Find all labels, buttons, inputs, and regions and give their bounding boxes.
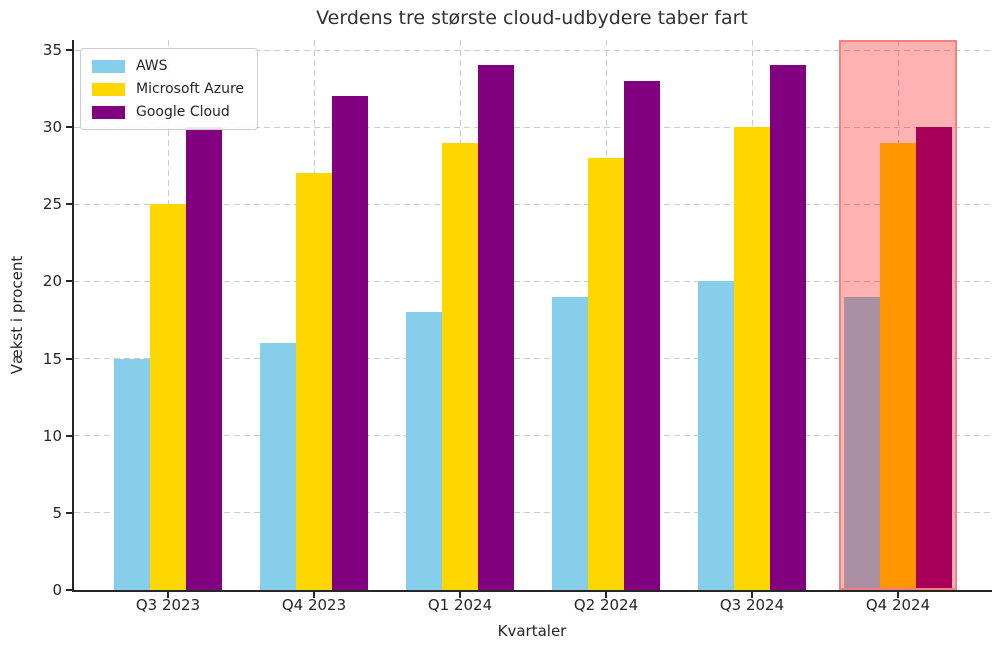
bar-microsoft-azure-q4-2024 xyxy=(880,142,916,590)
ytick-label-30: 30 xyxy=(42,118,62,137)
h-gridline-30 xyxy=(74,126,992,128)
legend-label-aws: AWS xyxy=(136,58,168,74)
ytick-label-20: 20 xyxy=(42,272,62,291)
xtick-mark-3 xyxy=(605,592,607,598)
google-swatch xyxy=(92,105,125,119)
bar-groups xyxy=(74,40,992,590)
bar-group-q1-2024 xyxy=(406,40,514,590)
bar-aws-q3-2023 xyxy=(114,358,150,590)
xtick-mark-0 xyxy=(167,592,169,598)
bar-group-q2-2024 xyxy=(552,40,660,590)
h-gridline-15 xyxy=(74,358,992,360)
bar-google-cloud-q3-2024 xyxy=(770,65,806,590)
ytick-label-25: 25 xyxy=(42,195,62,214)
q4-2024-highlight-rect xyxy=(839,40,957,590)
bar-group-q4-2024 xyxy=(844,40,952,590)
ytick-mark-35 xyxy=(66,49,72,52)
xtick-label-1: Q4 2023 xyxy=(281,596,347,614)
h-gridline-20 xyxy=(74,280,992,282)
ytick-label-35: 35 xyxy=(42,41,62,60)
legend-entry-azure: Microsoft Azure xyxy=(92,81,244,97)
chart-title: Verdens tre største cloud-udbydere taber… xyxy=(316,7,748,29)
ytick-mark-15 xyxy=(66,357,72,360)
ytick-mark-0 xyxy=(66,589,72,591)
xtick-mark-5 xyxy=(897,592,899,598)
xtick-mark-4 xyxy=(751,592,753,598)
h-gridline-10 xyxy=(74,435,992,437)
bar-aws-q4-2023 xyxy=(260,343,296,590)
aws-swatch xyxy=(92,59,125,73)
bar-group-q4-2023 xyxy=(260,40,368,590)
azure-swatch xyxy=(92,82,125,96)
bar-google-cloud-q3-2023 xyxy=(186,127,222,590)
xtick-label-4: Q3 2024 xyxy=(719,596,785,614)
bar-aws-q2-2024 xyxy=(552,296,588,590)
bar-google-cloud-q2-2024 xyxy=(624,80,660,590)
ytick-label-10: 10 xyxy=(42,426,62,445)
x-axis-label: Kvartaler xyxy=(497,622,567,640)
h-gridline-25 xyxy=(74,203,992,205)
bar-aws-q1-2024 xyxy=(406,312,442,590)
xtick-label-5: Q4 2024 xyxy=(865,596,931,614)
xtick-label-3: Q2 2024 xyxy=(573,596,639,614)
plot-area: AWS Microsoft Azure Google Cloud 0 5 10 15 2… xyxy=(43,40,992,614)
legend-entry-aws: AWS xyxy=(92,58,244,74)
bar-google-cloud-q1-2024 xyxy=(478,65,514,590)
bar-microsoft-azure-q4-2023 xyxy=(296,173,332,590)
bar-google-cloud-q4-2023 xyxy=(332,96,368,590)
bar-aws-q4-2024 xyxy=(844,296,880,590)
ytick-label-5: 5 xyxy=(52,503,62,522)
bar-google-cloud-q4-2024 xyxy=(916,127,952,590)
ytick-mark-30 xyxy=(66,126,72,129)
legend-label-google: Google Cloud xyxy=(136,104,230,120)
legend-label-azure: Microsoft Azure xyxy=(136,81,245,97)
ytick-mark-5 xyxy=(66,511,72,514)
xtick-mark-1 xyxy=(313,592,315,598)
bar-group-q3-2024 xyxy=(698,40,806,590)
ytick-mark-20 xyxy=(66,280,72,283)
xtick-mark-2 xyxy=(459,592,461,598)
h-gridline-35 xyxy=(74,49,992,51)
legend-entry-google: Google Cloud xyxy=(92,104,244,120)
bar-aws-q3-2024 xyxy=(698,281,734,590)
ytick-label-0: 0 xyxy=(52,581,62,599)
xtick-label-0: Q3 2023 xyxy=(135,596,201,614)
h-gridline-5 xyxy=(74,512,992,514)
xtick-label-2: Q1 2024 xyxy=(427,596,493,614)
bar-group-q3-2023 xyxy=(114,40,222,590)
bar-microsoft-azure-q3-2023 xyxy=(150,204,186,590)
bar-microsoft-azure-q3-2024 xyxy=(734,127,770,590)
bar-microsoft-azure-q2-2024 xyxy=(588,158,624,590)
bar-microsoft-azure-q1-2024 xyxy=(442,142,478,590)
ytick-mark-25 xyxy=(66,203,72,206)
ytick-label-15: 15 xyxy=(42,349,62,368)
legend: AWS Microsoft Azure Google Cloud xyxy=(80,48,259,130)
ytick-mark-10 xyxy=(66,434,72,437)
